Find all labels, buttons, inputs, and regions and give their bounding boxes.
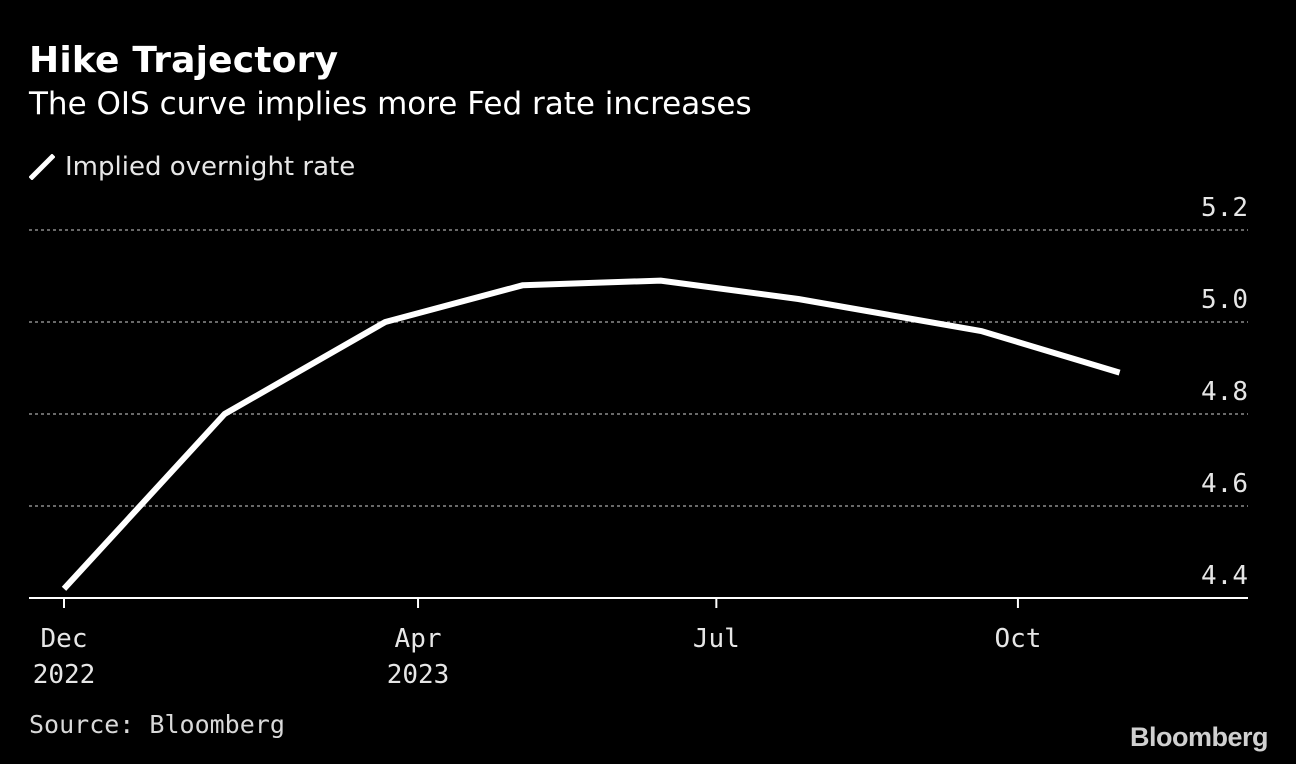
bloomberg-logo: Bloomberg <box>1129 722 1269 752</box>
x-tick-label: Apr <box>395 624 442 654</box>
x-tick-label-year: 2022 <box>33 660 96 690</box>
x-tick-label: Oct <box>994 624 1041 654</box>
series-line <box>61 277 1121 591</box>
legend: Implied overnight rate <box>29 150 355 184</box>
y-tick-label: 4.6 <box>1201 469 1248 499</box>
x-tick-label-year: 2023 <box>387 660 450 690</box>
y-tick-label: 5.2 <box>1201 193 1248 223</box>
chart-title: Hike Trajectory <box>29 40 339 81</box>
y-tick-label: 5.0 <box>1201 285 1248 315</box>
x-tick-label: Dec <box>41 624 88 654</box>
legend-label: Implied overnight rate <box>65 152 356 182</box>
source-note: Source: Bloomberg <box>29 710 285 739</box>
line-swatch-icon <box>29 154 55 180</box>
x-tick-label: Jul <box>693 624 740 654</box>
y-tick-label: 4.4 <box>1201 561 1248 591</box>
chart-subtitle: The OIS curve implies more Fed rate incr… <box>29 86 752 122</box>
y-tick-label: 4.8 <box>1201 377 1248 407</box>
